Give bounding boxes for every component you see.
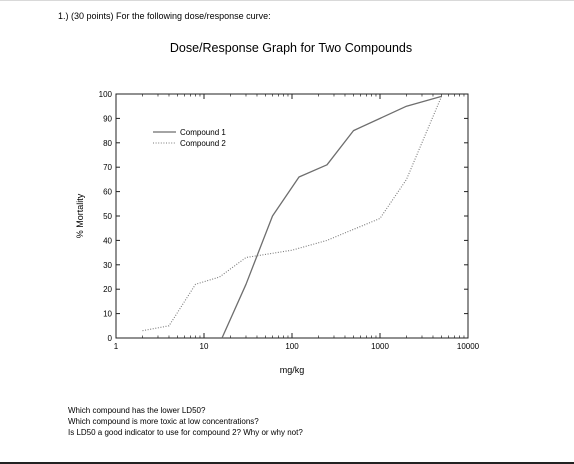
y-tick-label: 90: [103, 114, 112, 123]
page-top-border: [0, 0, 574, 1]
legend-label-compound-1: Compound 1: [180, 128, 226, 137]
page-bottom-border: [0, 462, 574, 464]
y-tick-label: 60: [103, 188, 112, 197]
series-layer: [142, 95, 443, 339]
prompt-toxic-low-conc: Which compound is more toxic at low conc…: [68, 417, 259, 426]
y-tick-label: 100: [99, 90, 113, 99]
y-tick-label: 30: [103, 261, 112, 270]
series-line-compound-1: [221, 95, 442, 339]
x-tick-label: 10: [200, 342, 209, 351]
y-tick-label: 50: [103, 212, 112, 221]
prompt-lower-ld50: Which compound has the lower LD50?: [68, 406, 206, 415]
plot-frame: [115, 93, 469, 339]
y-tick-label: 70: [103, 163, 112, 172]
y-tick-label: 0: [108, 334, 113, 343]
chart-title: Dose/Response Graph for Two Compounds: [170, 41, 412, 55]
y-tick-label: 40: [103, 236, 112, 245]
y-axis-label: % Mortality: [75, 193, 85, 238]
y-tick-label: 80: [103, 139, 112, 148]
x-tick-label: 1: [114, 342, 119, 351]
x-tick-label: 1000: [371, 342, 389, 351]
x-tick-label: 10000: [457, 342, 480, 351]
question-prompts: Which compound has the lower LD50? Which…: [68, 405, 303, 438]
y-tick-label: 20: [103, 285, 112, 294]
legend-label-compound-2: Compound 2: [180, 139, 226, 148]
x-axis-label: mg/kg: [280, 365, 305, 375]
y-tick-label: 10: [103, 310, 112, 319]
question-header: 1.) (30 points) For the following dose/r…: [58, 11, 271, 21]
prompt-ld50-indicator: Is LD50 a good indicator to use for comp…: [68, 428, 303, 437]
legend: Compound 1 Compound 2: [153, 128, 226, 148]
x-tick-label: 100: [285, 342, 299, 351]
